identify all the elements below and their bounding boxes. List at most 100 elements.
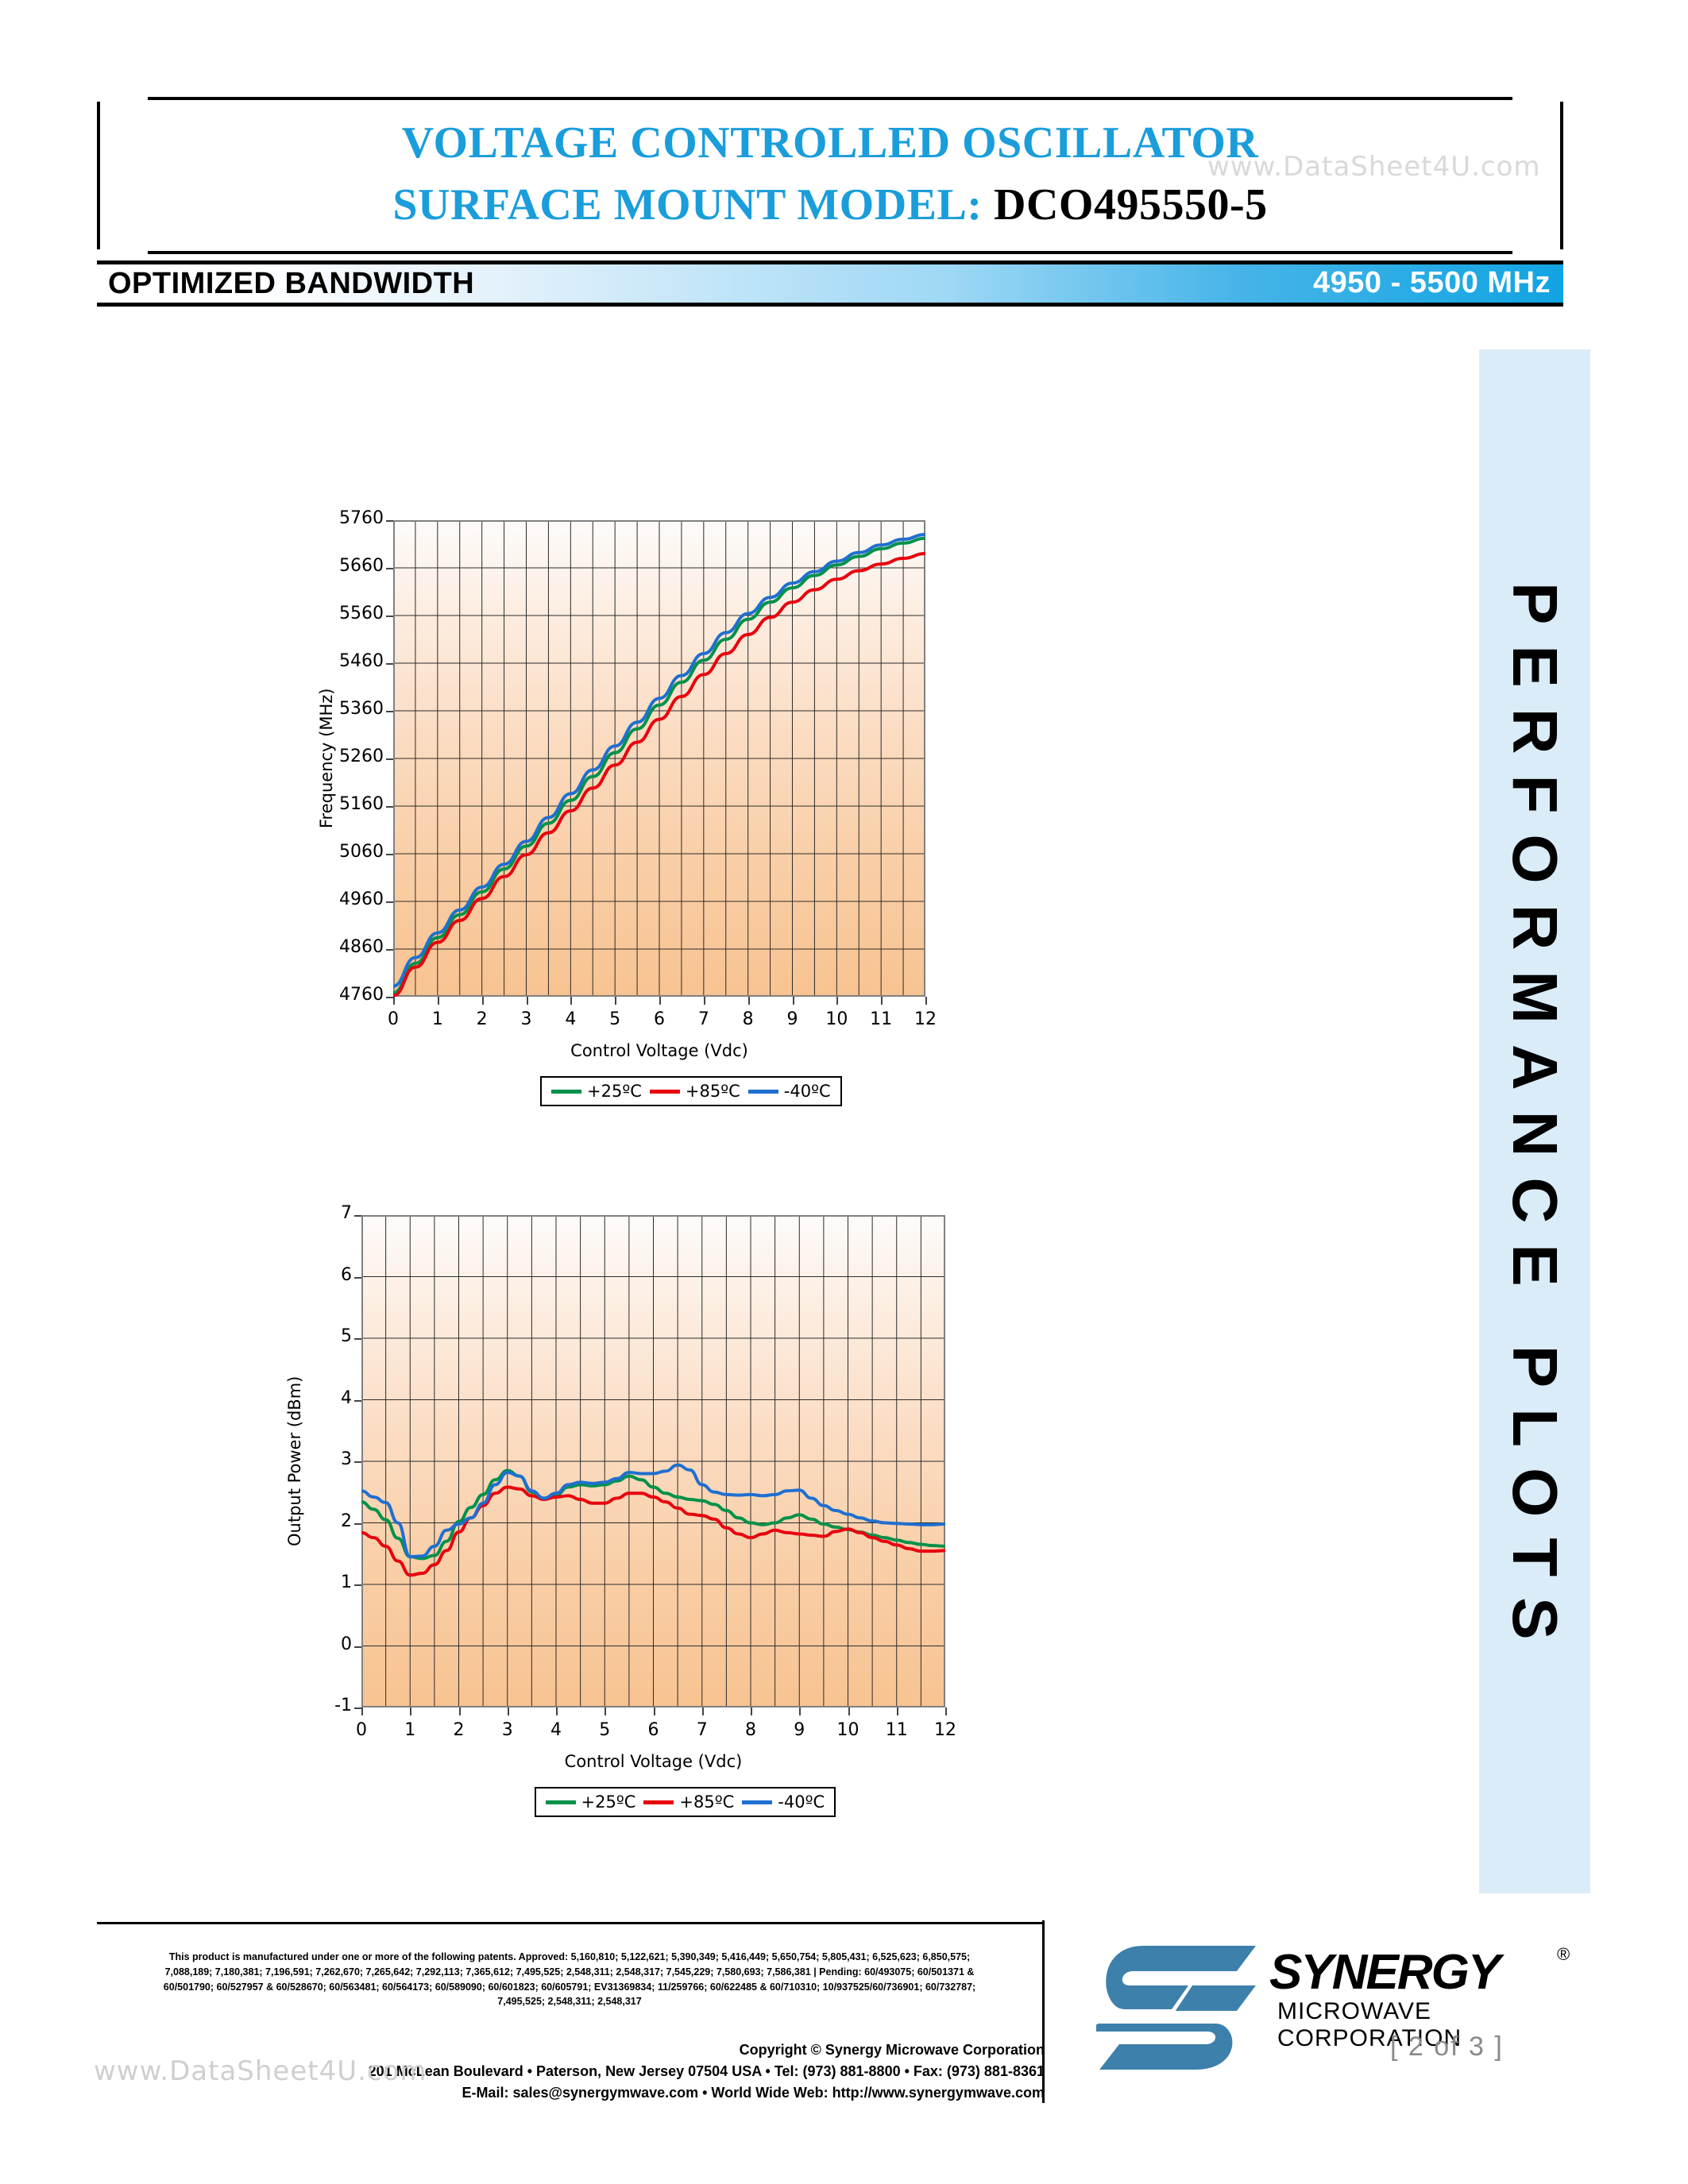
watermark-footer: www.DataSheet4U.com [94,2055,427,2087]
frame-notch-bottom-right [1512,249,1563,254]
y-axis-tick: 0 [341,1634,352,1654]
legend-swatch-icon [742,1800,773,1804]
x-axis-tick: 11 [870,1009,893,1029]
logo-subtitle: MICROWAVE CORPORATION [1277,1998,1462,2051]
legend-swatch-icon [649,1089,680,1094]
y-axis-tick: 5460 [339,651,384,671]
y-tick-mark [354,1276,361,1279]
header-frame: VOLTAGE CONTROLLED OSCILLATOR SURFACE MO… [97,97,1563,254]
x-axis-tick: 1 [431,1009,443,1029]
series-line [393,536,925,995]
x-tick-mark [896,1707,898,1715]
y-axis-tick: 4860 [339,937,384,957]
logo-registered-icon: ® [1557,1944,1570,1964]
page-title-prefix: SURFACE MOUNT MODEL: [392,180,983,230]
x-tick-mark [410,1707,412,1715]
x-tick-mark [792,997,794,1005]
x-tick-mark [570,997,573,1005]
logo-wordmark: SYNERGY [1269,1945,1501,2000]
x-axis-tick: 5 [609,1009,621,1029]
legend-swatch-icon [747,1089,778,1094]
y-tick-mark [354,1646,361,1648]
legend-swatch-icon [545,1800,576,1804]
y-axis-tick: 5 [341,1326,352,1346]
y-axis-tick: 5660 [339,556,384,576]
x-tick-mark [925,997,927,1005]
x-tick-mark [848,1707,850,1715]
x-axis-tick: 2 [453,1720,465,1740]
y-tick-mark [386,806,393,808]
address-line: 201 McLean Boulevard • Paterson, New Jer… [368,2063,1045,2079]
x-axis-label: Control Voltage (Vdc) [570,1041,748,1060]
y-axis-tick: 4760 [339,985,384,1005]
x-tick-mark [881,997,883,1005]
x-tick-mark [605,1707,607,1715]
x-tick-mark [507,1707,509,1715]
synergy-logo: SYNERGY ® MICROWAVE CORPORATION [ 2 of 3… [1072,1938,1589,2097]
page-title-line1: VOLTAGE CONTROLLED OSCILLATOR [401,118,1259,168]
chart-legend: +25ºC +85ºC -40ºC [534,1787,836,1817]
y-tick-mark [386,615,393,617]
contact-line: E-Mail: sales@synergymwave.com • World W… [462,2085,1045,2101]
y-tick-mark [354,1522,361,1525]
y-axis-tick: 1 [341,1572,352,1592]
x-tick-mark [703,997,705,1005]
frame-notch-bottom-left [97,249,148,254]
company-contact-block: Copyright © Synergy Microwave Corporatio… [119,2039,1045,2104]
x-axis-tick: 8 [742,1009,754,1029]
y-tick-mark [386,711,393,712]
x-tick-mark [751,1707,752,1715]
x-axis-tick: 8 [745,1720,756,1740]
x-axis-tick: 4 [565,1009,577,1029]
x-axis-tick: 3 [520,1009,532,1029]
sidebar-label-wrap: PERFORMANCE PLOTS [1479,349,1590,1893]
sidebar-label: PERFORMANCE PLOTS [1500,582,1570,1661]
chart-legend: +25ºC +85ºC -40ºC [540,1076,842,1106]
y-axis-tick: 4960 [339,889,384,909]
y-tick-mark [386,949,393,951]
y-tick-mark [386,901,393,903]
legend-label: +25ºC [587,1082,642,1101]
synergy-s-icon [1072,1943,1262,2073]
legend-item-0: +25ºC [545,1792,635,1812]
page-title-line2: SURFACE MOUNT MODEL: DCO495550-5 [100,183,1560,227]
y-tick-mark [354,1399,361,1402]
legend-label: +85ºC [685,1082,740,1101]
patents-line-3: 60/501790; 60/527957 & 60/528670; 60/563… [163,1981,976,1993]
series-line [361,1485,945,1577]
legend-item-1: +85ºC [649,1082,740,1101]
y-axis-tick: 7 [341,1203,352,1223]
x-tick-mark [526,997,528,1005]
y-tick-mark [386,758,393,760]
y-tick-mark [354,1215,361,1217]
x-tick-mark [747,997,750,1005]
y-tick-mark [354,1584,361,1586]
x-tick-mark [393,997,395,1005]
y-axis-tick: 2 [341,1511,352,1531]
y-axis-tick: 5760 [339,508,384,528]
plot-area [361,1215,945,1707]
x-axis-tick: 2 [476,1009,488,1029]
y-axis-tick: 4 [341,1387,352,1408]
legend-item-1: +85ºC [643,1792,734,1812]
spec-banner: OPTIMIZED BANDWIDTH 4950 - 5500 MHz [97,260,1563,307]
footer-divider [97,1922,1042,1924]
legend-item-2: -40ºC [742,1792,825,1812]
x-tick-mark [437,997,439,1005]
chart-frequency-vs-control-voltage: Frequency (MHz) 4760 4860 4960 5060 5160 5260 5… [262,477,1184,1136]
copyright-line: Copyright © Synergy Microwave Corporatio… [739,2042,1045,2058]
y-axis-tick: 5560 [339,604,384,623]
x-axis-tick: 12 [934,1720,956,1740]
x-axis-tick: 0 [388,1009,399,1029]
x-axis-tick: 10 [836,1720,859,1740]
patents-notice: This product is manufactured under one o… [97,1950,1042,2009]
model-number: DCO495550-5 [994,180,1268,230]
y-tick-mark [386,568,393,569]
x-tick-mark [556,1707,558,1715]
x-axis-tick: 4 [550,1720,562,1740]
x-axis-tick: 12 [914,1009,937,1029]
chart-output-power-vs-control-voltage: Output Power (dBm) -1 0 1 2 3 4 5 6 7 0 1 2 3 4 5 6 7 8 9 10… [238,1167,1184,1866]
y-axis-tick: 5260 [339,747,384,766]
plot-area [393,520,925,997]
frame-notch-top-left [97,97,148,102]
